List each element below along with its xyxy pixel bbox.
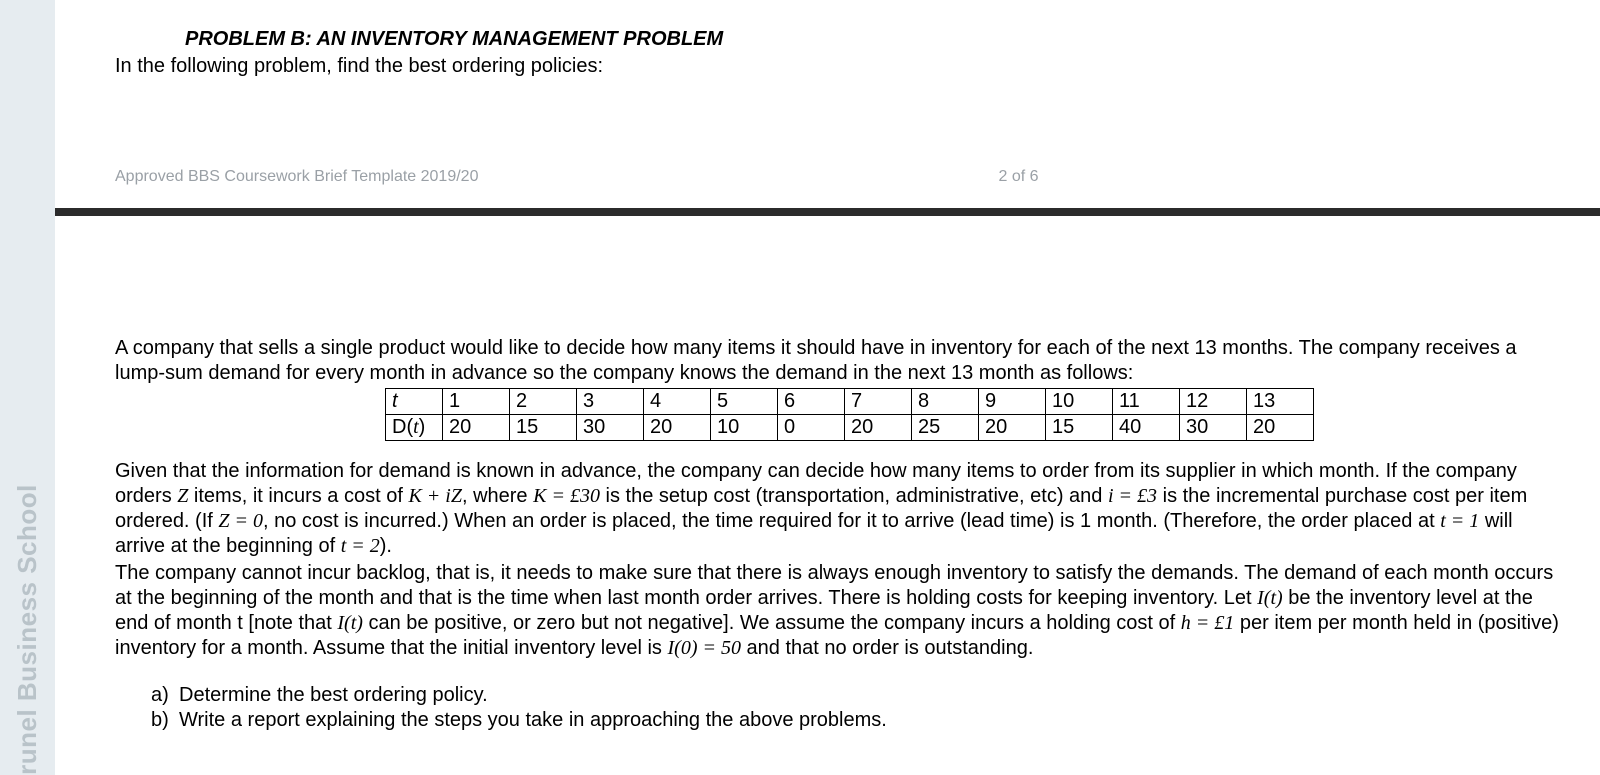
math-t-eq-1: t = 1 xyxy=(1440,510,1479,532)
holding-paragraph: The company cannot incur backlog, that i… xyxy=(115,561,1560,661)
problem-subtitle: In the following problem, find the best … xyxy=(115,55,1540,78)
table-cell: 9 xyxy=(979,389,1046,415)
questions-list: a) Determine the best ordering policy. b… xyxy=(115,683,1560,733)
math-K-plus-iZ: K + iZ xyxy=(408,485,462,507)
table-cell: 12 xyxy=(1180,389,1247,415)
document-page: PROBLEM B: AN INVENTORY MANAGEMENT PROBL… xyxy=(55,0,1600,733)
text-span: , where xyxy=(462,485,533,507)
question-b-text: Write a report explaining the steps you … xyxy=(179,708,887,733)
question-a-label: a) xyxy=(151,683,179,708)
text-span: is the setup cost (transportation, admin… xyxy=(600,485,1108,507)
page-number: 2 of 6 xyxy=(998,168,1038,186)
problem-title: PROBLEM B: AN INVENTORY MANAGEMENT PROBL… xyxy=(185,28,1540,51)
question-b-label: b) xyxy=(151,708,179,733)
table-cell: 20 xyxy=(845,415,912,441)
math-h-eq: h = £1 xyxy=(1181,612,1235,634)
table-cell: 25 xyxy=(912,415,979,441)
brand-watermark: runel Business School xyxy=(12,484,43,775)
math-i-eq: i = £3 xyxy=(1108,485,1157,507)
table-header-t: t xyxy=(386,389,443,415)
page-lower-section: A company that sells a single product wo… xyxy=(55,216,1600,733)
table-row: D(t) 20 15 30 20 10 0 20 25 20 15 40 30 … xyxy=(386,415,1314,441)
table-cell: 11 xyxy=(1113,389,1180,415)
table-cell: 20 xyxy=(443,415,510,441)
question-b: b) Write a report explaining the steps y… xyxy=(151,708,1560,733)
text-span: , no cost is incurred.) When an order is… xyxy=(263,510,1440,532)
math-t-eq-2: t = 2 xyxy=(341,535,380,557)
text-span: and that no order is outstanding. xyxy=(741,637,1033,659)
table-cell: 8 xyxy=(912,389,979,415)
table-cell: 15 xyxy=(1046,415,1113,441)
table-cell: 0 xyxy=(778,415,845,441)
math-I-of-t-2: I(t) xyxy=(337,612,363,634)
template-note: Approved BBS Coursework Brief Template 2… xyxy=(115,168,478,186)
table-cell: 3 xyxy=(577,389,644,415)
table-cell: 30 xyxy=(1180,415,1247,441)
page-upper-section: PROBLEM B: AN INVENTORY MANAGEMENT PROBL… xyxy=(55,0,1600,186)
intro-paragraph: A company that sells a single product wo… xyxy=(115,336,1560,386)
table-cell: 10 xyxy=(711,415,778,441)
table-cell: 10 xyxy=(1046,389,1113,415)
table-cell: 13 xyxy=(1247,389,1314,415)
table-cell: 1 xyxy=(443,389,510,415)
table-cell: 5 xyxy=(711,389,778,415)
question-a-text: Determine the best ordering policy. xyxy=(179,683,488,708)
math-K-eq: K = £30 xyxy=(533,485,600,507)
table-cell: 20 xyxy=(979,415,1046,441)
cost-paragraph: Given that the information for demand is… xyxy=(115,459,1560,559)
table-cell: 40 xyxy=(1113,415,1180,441)
table-header-dt-text: D(t) xyxy=(392,416,425,438)
math-I-of-t: I(t) xyxy=(1257,587,1283,609)
table-cell: 7 xyxy=(845,389,912,415)
table-cell: 2 xyxy=(510,389,577,415)
math-Z: Z xyxy=(177,485,188,507)
math-Z-eq-0: Z = 0 xyxy=(218,510,263,532)
table-cell: 20 xyxy=(1247,415,1314,441)
table-cell: 15 xyxy=(510,415,577,441)
page-gap xyxy=(55,186,1600,208)
page-divider xyxy=(55,208,1600,216)
text-span: can be positive, or zero but not negativ… xyxy=(363,612,1181,634)
table-cell: 6 xyxy=(778,389,845,415)
page-footer-row: Approved BBS Coursework Brief Template 2… xyxy=(115,168,1540,186)
text-span: items, it incurs a cost of xyxy=(188,485,408,507)
text-span: ). xyxy=(380,535,392,557)
question-a: a) Determine the best ordering policy. xyxy=(151,683,1560,708)
left-margin-strip: runel Business School xyxy=(0,0,55,775)
demand-table: t 1 2 3 4 5 6 7 8 9 10 11 12 13 D(t) 20 … xyxy=(385,388,1314,441)
table-cell: 30 xyxy=(577,415,644,441)
table-header-dt: D(t) xyxy=(386,415,443,441)
table-cell: 4 xyxy=(644,389,711,415)
table-cell: 20 xyxy=(644,415,711,441)
table-row: t 1 2 3 4 5 6 7 8 9 10 11 12 13 xyxy=(386,389,1314,415)
math-I0-eq: I(0) = 50 xyxy=(668,637,741,659)
